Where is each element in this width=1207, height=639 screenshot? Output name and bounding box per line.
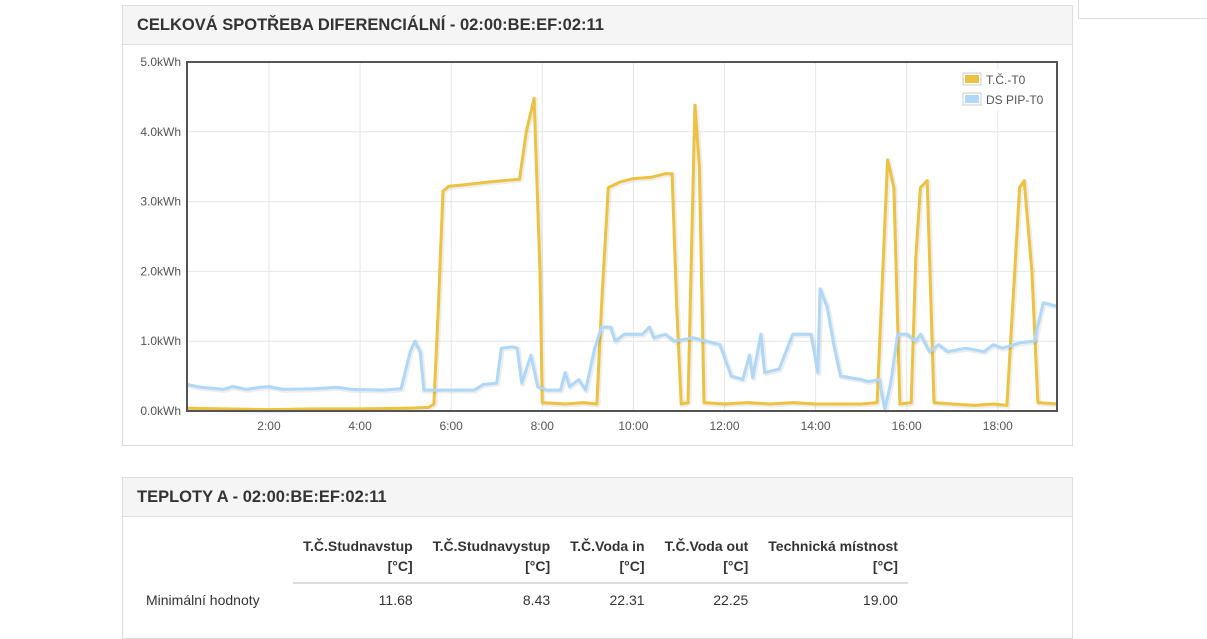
header-studna-vystup: T.Č.Studnavystup [°C] [422,532,561,584]
cell-value: 11.68 [378,592,413,608]
cell-value: 19.00 [862,592,898,608]
y-tick-label: 4.0kWh [140,125,181,139]
x-tick-label: 8:00 [531,419,555,433]
plot-border [186,61,1058,412]
temperatures-table: T.Č.Studnavstup [°C] T.Č.Studnavystup [°C]… [136,532,908,614]
header-voda-out: T.Č.Voda out [°C] [654,532,759,584]
header-voda-in: T.Č.Voda in [°C] [560,532,655,584]
series-line-ds-pip-t0 [186,287,1058,412]
x-tick-label: 4:00 [348,419,372,433]
legend-swatch [965,95,979,103]
consumption-panel-title: CELKOVÁ SPOTŘEBA DIFERENCIÁLNÍ - 02:00:B… [123,6,1072,45]
temperatures-panel: TEPLOTY A - 02:00:BE:EF:02:11 T.Č.Studna… [122,477,1073,639]
x-tick-label: 14:00 [801,419,831,433]
cell-value: 22.31 [609,592,645,608]
series-line-tc-t0 [186,96,1058,412]
x-tick-label: 12:00 [709,419,739,433]
x-tick-label: 16:00 [892,419,922,433]
table-header-row: T.Č.Studnavstup [°C] T.Č.Studnavystup [°C]… [136,532,908,584]
series-shadow [187,96,1059,414]
legend-swatch [965,75,979,83]
y-tick-label: 1.0kWh [140,334,181,348]
top-right-box [1078,0,1207,19]
x-tick-label: 6:00 [440,419,464,433]
consumption-panel: CELKOVÁ SPOTŘEBA DIFERENCIÁLNÍ - 02:00:B… [122,5,1073,446]
y-tick-label: 3.0kWh [140,195,181,209]
consumption-chart[interactable]: 2:00 4:00 6:00 8:00 10:00 12:00 14:00 16:00 18:0… [123,45,1072,445]
temperatures-panel-title: TEPLOTY A - 02:00:BE:EF:02:11 [123,478,1072,517]
header-blank-cell [136,532,293,583]
legend-label: DS PIP-T0 [986,93,1044,107]
y-tick-label: 2.0kWh [140,264,181,278]
x-tick-label: 2:00 [257,419,281,433]
header-studna-vstup: T.Č.Studnavstup [°C] [293,532,423,584]
x-tick-label: 18:00 [983,419,1013,433]
legend-label: T.Č.-T0 [986,72,1026,87]
y-tick-label: 5.0kWh [140,55,181,69]
row-label: Minimální hodnoty [146,591,260,608]
table-row: Minimální hodnoty 11.68 8.43 22.31 22.25… [136,583,908,614]
x-tick-label: 10:00 [618,419,648,433]
cell-value: 22.25 [713,592,749,608]
header-technicka-mistnost: Technická místnost [°C] [758,532,908,584]
y-tick-label: 0.0kWh [140,404,181,418]
cell-value: 8.43 [522,592,551,608]
